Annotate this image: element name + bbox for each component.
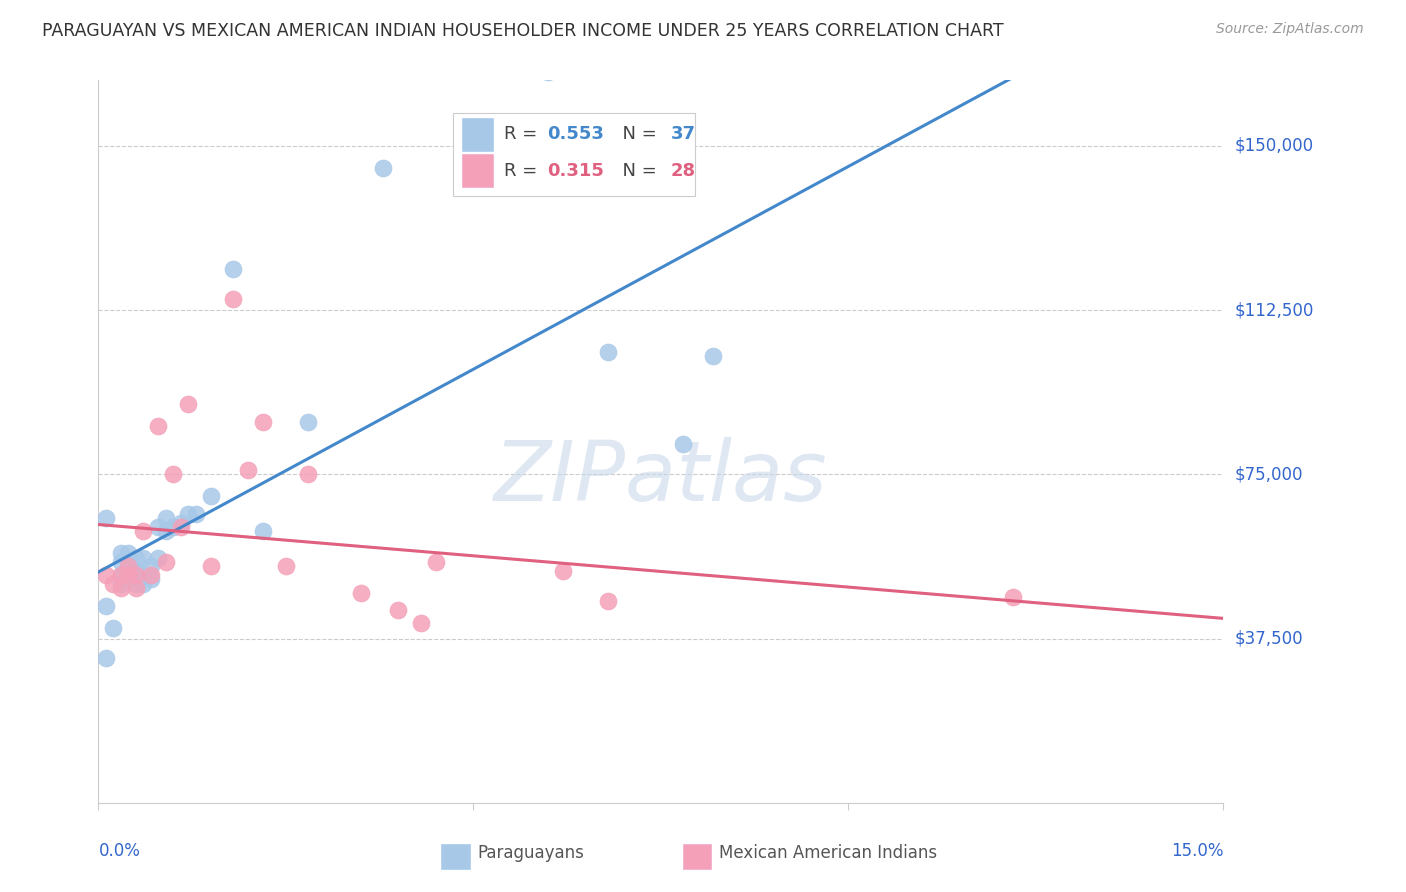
Text: 37: 37	[671, 126, 696, 144]
Point	[425, 555, 447, 569]
Point	[125, 568, 148, 582]
Point	[125, 564, 148, 578]
Point	[297, 467, 319, 482]
Text: 28: 28	[671, 161, 696, 179]
Point	[238, 463, 260, 477]
Point	[110, 546, 132, 560]
Point	[110, 568, 132, 582]
Point	[252, 415, 274, 429]
Point	[139, 559, 162, 574]
Text: 15.0%: 15.0%	[1171, 842, 1223, 860]
Point	[387, 603, 409, 617]
Point	[94, 511, 117, 525]
Text: 0.315: 0.315	[547, 161, 605, 179]
Point	[139, 573, 162, 587]
Point	[132, 568, 155, 582]
Point	[553, 564, 575, 578]
Point	[117, 559, 139, 574]
Point	[170, 520, 193, 534]
Point	[155, 511, 177, 525]
Point	[170, 516, 193, 530]
Point	[162, 520, 184, 534]
Text: 0.0%: 0.0%	[98, 842, 141, 860]
Point	[117, 546, 139, 560]
Point	[598, 594, 620, 608]
Point	[110, 568, 132, 582]
Text: 0.553: 0.553	[547, 126, 605, 144]
FancyBboxPatch shape	[453, 112, 695, 196]
Point	[94, 568, 117, 582]
Point	[94, 651, 117, 665]
Point	[200, 489, 222, 503]
Point	[110, 577, 132, 591]
Point	[148, 419, 170, 434]
Point	[222, 261, 245, 276]
Point	[103, 621, 125, 635]
Point	[409, 616, 432, 631]
Point	[252, 524, 274, 539]
Text: N =: N =	[612, 126, 662, 144]
Text: $112,500: $112,500	[1234, 301, 1313, 319]
Point	[103, 577, 125, 591]
Point	[537, 64, 560, 78]
Point	[162, 467, 184, 482]
Point	[117, 573, 139, 587]
FancyBboxPatch shape	[461, 119, 494, 151]
Point	[155, 524, 177, 539]
Text: PARAGUAYAN VS MEXICAN AMERICAN INDIAN HOUSEHOLDER INCOME UNDER 25 YEARS CORRELAT: PARAGUAYAN VS MEXICAN AMERICAN INDIAN HO…	[42, 22, 1004, 40]
Point	[598, 344, 620, 359]
Point	[672, 436, 695, 450]
Point	[702, 349, 724, 363]
Point	[148, 550, 170, 565]
Text: ZIPatlas: ZIPatlas	[494, 437, 828, 518]
Point	[350, 585, 373, 599]
Point	[110, 555, 132, 569]
Point	[297, 415, 319, 429]
Point	[125, 577, 148, 591]
Point	[139, 568, 162, 582]
Point	[177, 507, 200, 521]
Point	[125, 550, 148, 565]
Point	[373, 161, 395, 175]
Point	[125, 568, 148, 582]
Point	[1002, 590, 1025, 604]
Point	[125, 581, 148, 595]
Point	[110, 581, 132, 595]
Point	[117, 568, 139, 582]
Text: Mexican American Indians: Mexican American Indians	[720, 845, 938, 863]
Text: $75,000: $75,000	[1234, 466, 1303, 483]
Point	[117, 559, 139, 574]
Text: $37,500: $37,500	[1234, 630, 1303, 648]
Point	[155, 555, 177, 569]
Point	[132, 524, 155, 539]
Point	[132, 550, 155, 565]
Point	[200, 559, 222, 574]
Text: R =: R =	[505, 126, 544, 144]
Text: Paraguayans: Paraguayans	[478, 845, 585, 863]
Text: $150,000: $150,000	[1234, 137, 1313, 155]
Point	[184, 507, 207, 521]
Text: Source: ZipAtlas.com: Source: ZipAtlas.com	[1216, 22, 1364, 37]
FancyBboxPatch shape	[683, 844, 711, 870]
Text: R =: R =	[505, 161, 544, 179]
FancyBboxPatch shape	[441, 844, 470, 870]
Point	[148, 520, 170, 534]
Point	[94, 599, 117, 613]
Point	[222, 292, 245, 306]
Text: N =: N =	[612, 161, 662, 179]
Point	[274, 559, 297, 574]
FancyBboxPatch shape	[461, 154, 494, 186]
Point	[177, 397, 200, 411]
Point	[132, 577, 155, 591]
